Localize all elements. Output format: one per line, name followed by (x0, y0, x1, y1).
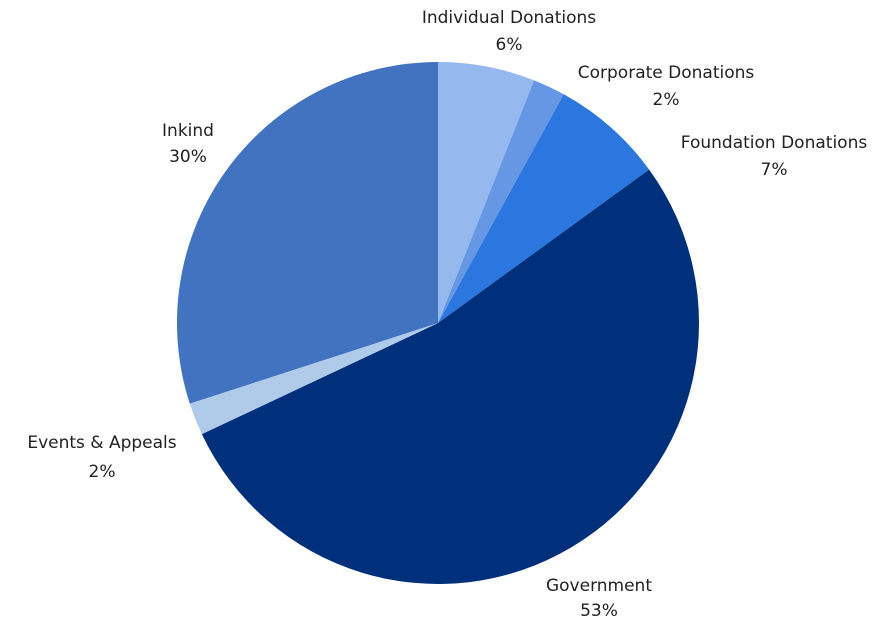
percent-government: 53% (580, 601, 618, 621)
slice-foundation-donations (438, 94, 650, 323)
slice-corporate-donations (438, 80, 564, 323)
label-inkind: Inkind (162, 121, 214, 141)
label-individual-donations: Individual Donations (422, 8, 596, 28)
slice-inkind (176, 62, 438, 404)
slice-government (201, 169, 699, 585)
label-government: Government (546, 576, 652, 596)
percent-individual-donations: 6% (496, 35, 523, 55)
percent-inkind: 30% (169, 147, 207, 167)
percent-corporate-donations: 2% (653, 90, 680, 110)
pie-slices (176, 62, 699, 585)
percent-events-appeals: 2% (89, 462, 116, 482)
pie-labels: Individual Donations 6% Corporate Donati… (27, 8, 867, 621)
slice-individual-donations (438, 62, 535, 323)
label-events-appeals: Events & Appeals (27, 433, 176, 453)
label-foundation-donations: Foundation Donations (681, 133, 868, 153)
percent-foundation-donations: 7% (761, 160, 788, 180)
slice-events-appeals (189, 323, 438, 435)
label-corporate-donations: Corporate Donations (578, 63, 755, 83)
